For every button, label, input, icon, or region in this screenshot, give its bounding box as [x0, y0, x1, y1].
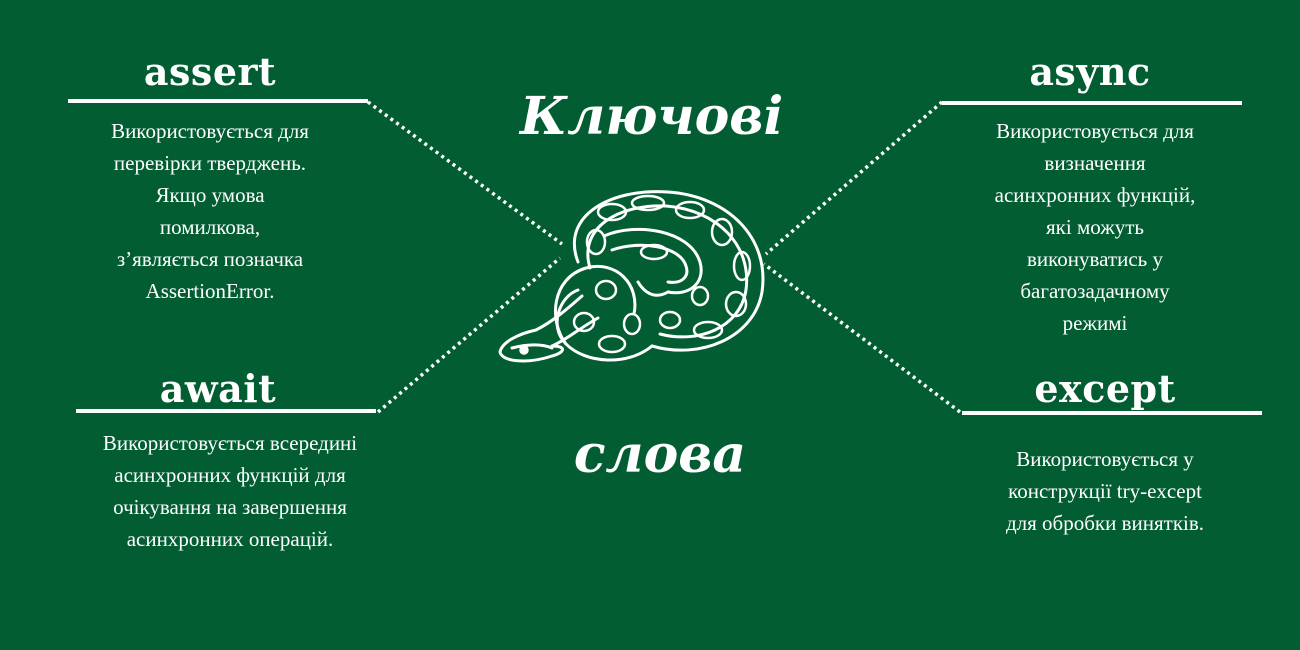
keyword-await-rule — [76, 409, 376, 413]
heading-line-1: Ключові — [520, 86, 784, 147]
desc-line: AssertionError. — [145, 279, 275, 303]
heading-line-2: слова — [573, 424, 747, 485]
desc-line: очікування на завершення — [113, 495, 347, 519]
desc-line: для обробки винятків. — [1005, 511, 1205, 535]
desc-line: Використовується всередині — [102, 431, 358, 455]
desc-line: які можуть — [1046, 215, 1144, 239]
desc-line: помилкова, — [159, 215, 261, 239]
keyword-await-title: await — [159, 366, 277, 411]
desc-line: асинхронних операцій. — [126, 527, 334, 551]
keyword-assert-description: Використовується для перевірки тверджень… — [60, 115, 360, 307]
desc-line: Використовується для — [996, 119, 1194, 143]
connector-assert — [366, 100, 564, 246]
connector-await — [376, 256, 562, 414]
desc-line: виконуватись у — [1026, 247, 1163, 271]
desc-line: асинхронних функцій, — [994, 183, 1196, 207]
keyword-await-description: Використовується всередині асинхронних ф… — [50, 427, 410, 555]
desc-line: режимі — [1062, 311, 1128, 335]
desc-line: багатозадачному — [1020, 279, 1170, 303]
desc-line: визначення — [1044, 151, 1146, 175]
desc-line: Використовується у — [1016, 447, 1194, 471]
keyword-except-rule — [962, 411, 1262, 415]
desc-line: перевірки тверджень. — [113, 151, 307, 175]
keyword-assert-rule — [68, 99, 368, 103]
desc-line: конструкції try-except — [1008, 479, 1202, 503]
keyword-except-description: Використовується у конструкції try-excep… — [955, 443, 1255, 539]
desc-line: Якщо умова — [155, 183, 265, 207]
desc-line: з’являється позначка — [116, 247, 304, 271]
keyword-assert-title: assert — [143, 49, 277, 94]
desc-line: Використовується для — [111, 119, 309, 143]
keyword-async-description: Використовується для визначення асинхрон… — [940, 115, 1250, 339]
keyword-async-rule — [942, 101, 1242, 105]
desc-line: асинхронних функцій для — [114, 463, 346, 487]
connector-except — [762, 262, 962, 414]
keyword-except-title: except — [1034, 366, 1176, 411]
keyword-async-title: async — [1029, 49, 1151, 94]
